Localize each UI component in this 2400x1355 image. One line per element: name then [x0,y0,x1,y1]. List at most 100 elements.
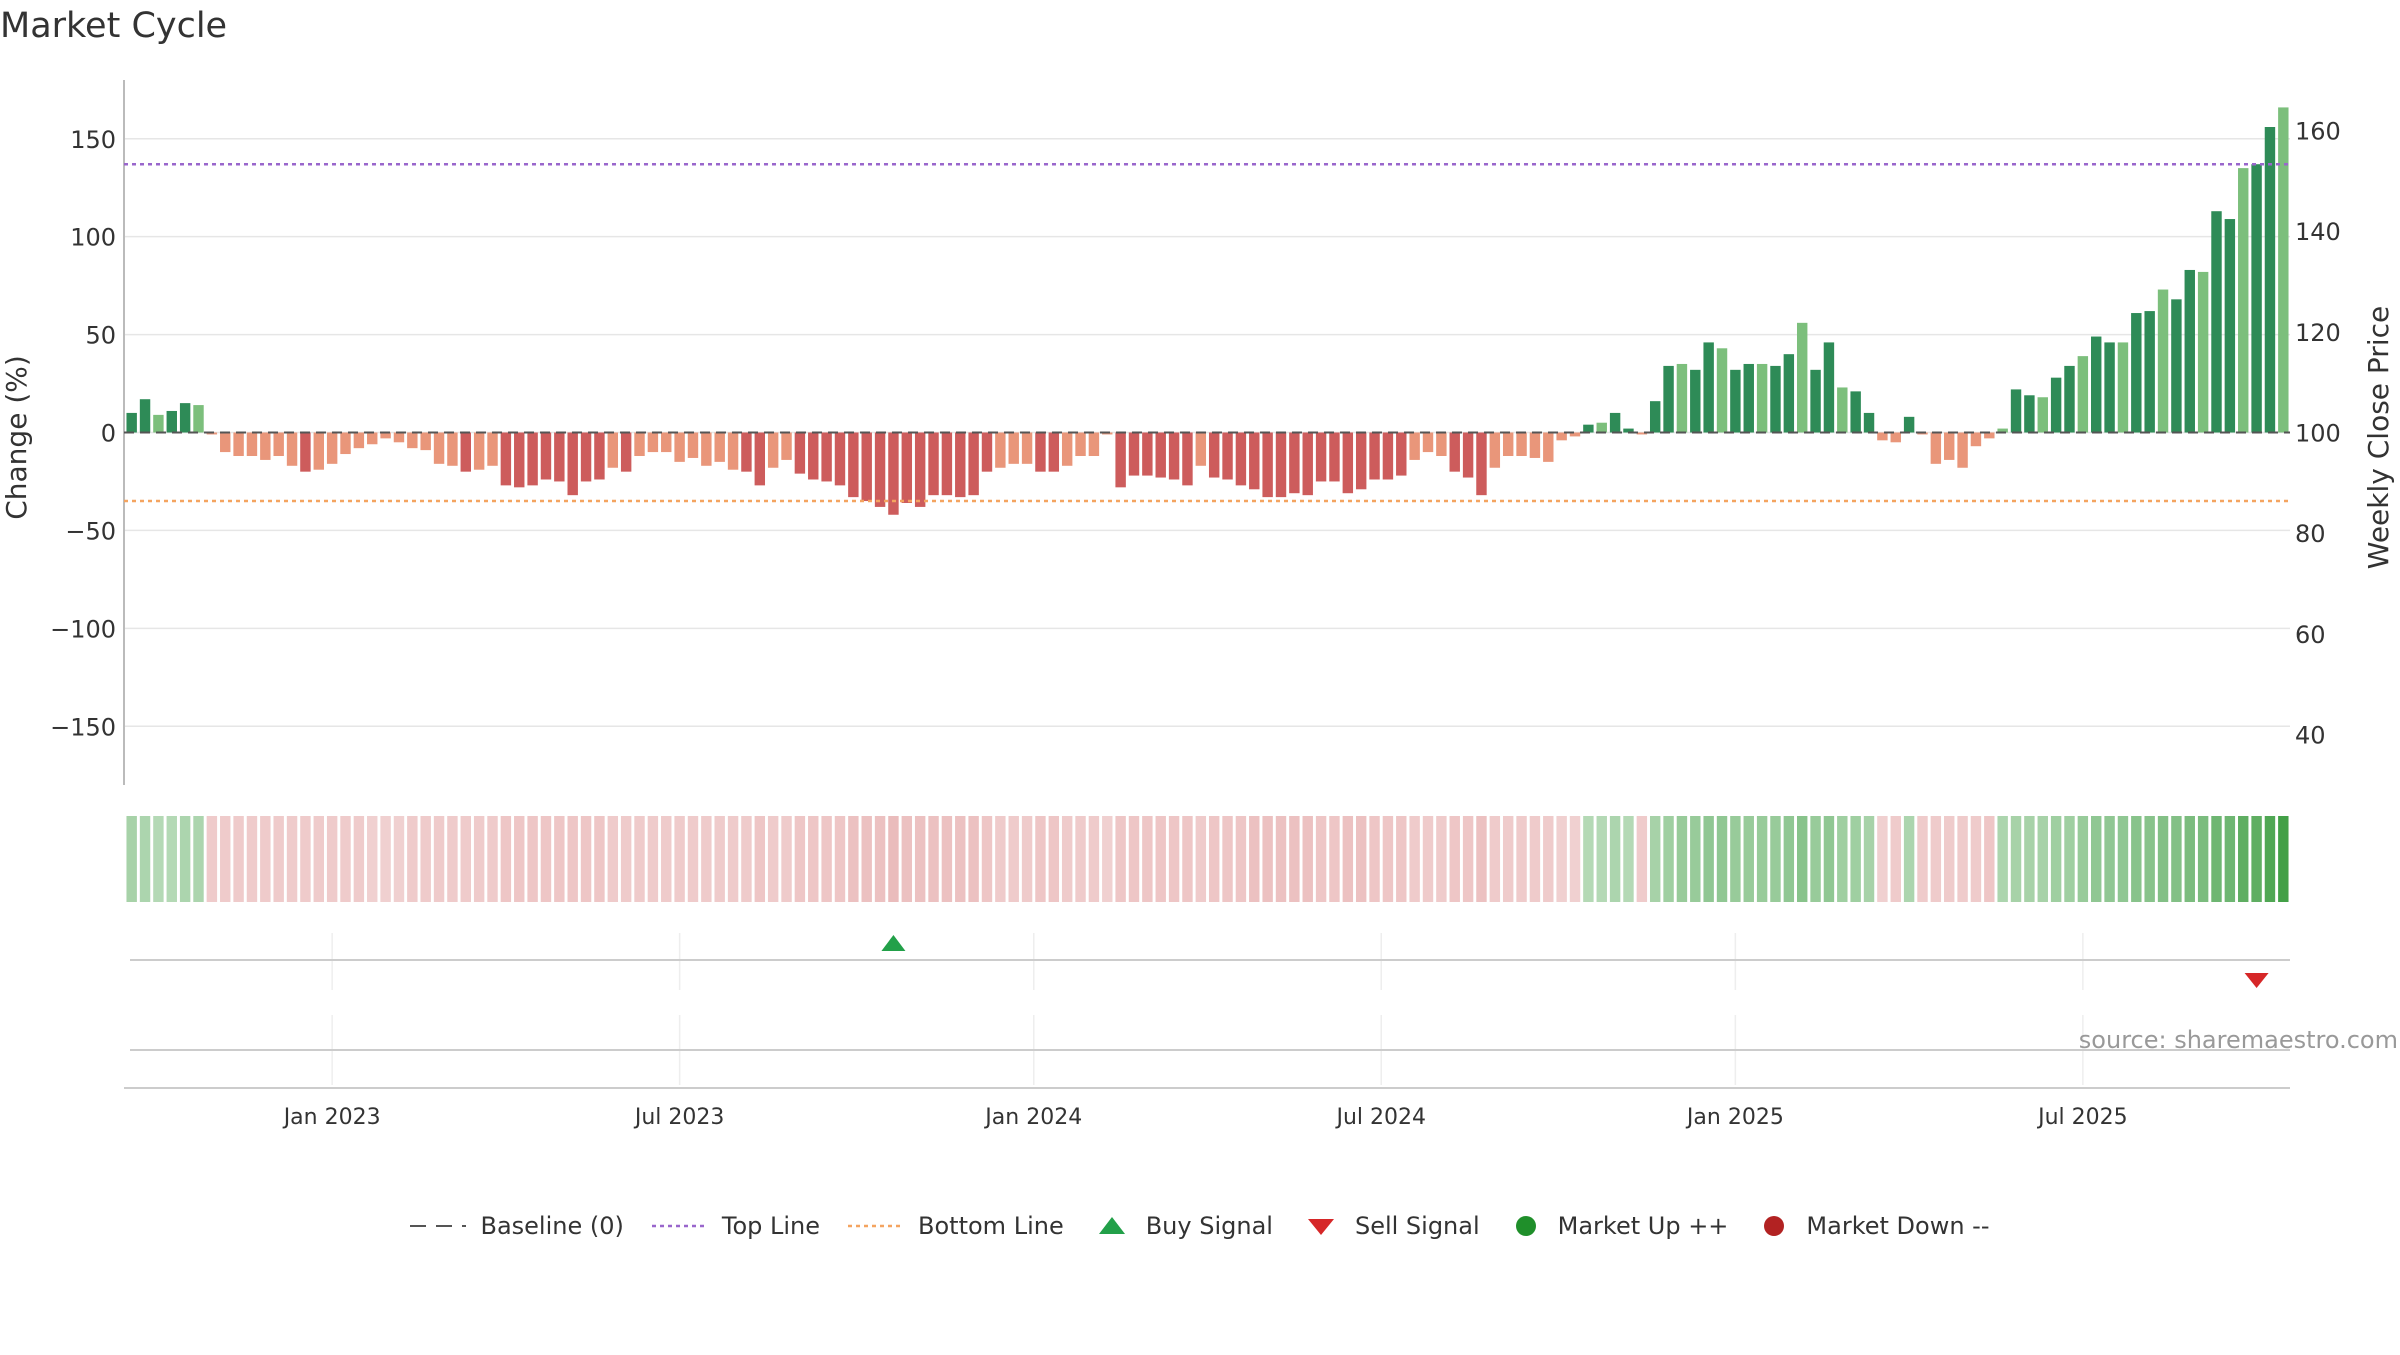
regime-cell [1890,816,1901,902]
buy-signal-marker [881,935,906,951]
change-bar [2224,219,2236,433]
change-bar [260,432,271,460]
regime-cell [233,816,244,902]
change-bar [1877,432,1888,441]
change-bar [928,432,939,496]
y-tick-label-left: 0 [101,420,116,448]
regime-cell [206,816,218,902]
change-bar [1489,432,1501,468]
change-bar [781,432,792,460]
regime-cell [326,816,338,902]
change-bar [1235,432,1247,486]
regime-cell [179,816,191,902]
change-bar [1636,432,1648,435]
change-bar [674,432,685,462]
regime-cell [273,816,284,902]
change-bar [1823,342,1835,433]
regime-cell [2224,816,2236,902]
regime-cell [1516,816,1527,902]
regime-cell [1329,816,1340,902]
regime-cell [1917,816,1928,902]
regime-cell [1810,816,1821,902]
regime-cell [460,816,471,902]
change-bar [1355,432,1367,490]
change-bar [821,432,832,482]
regime-cell [861,816,872,902]
change-bar [2264,127,2276,433]
change-bar [1249,432,1260,490]
y-tick-label-left: 50 [85,322,116,350]
change-bar [380,432,391,439]
legend-label: Baseline (0) [480,1212,624,1240]
change-bar [981,432,993,472]
change-bar [580,432,592,482]
change-bar [1409,432,1420,460]
change-bar [1716,348,1728,433]
change-bar [407,432,418,449]
change-bar [1930,432,1942,464]
change-bar [1329,432,1340,482]
change-bar [393,432,405,443]
change-bar [2197,271,2209,433]
dash-line-icon [410,1225,467,1227]
dotted-orange-line-icon [848,1224,905,1228]
regime-cell [607,816,619,902]
regime-cell [1556,816,1567,902]
change-bar [1021,432,1033,464]
change-bar [1008,432,1019,464]
legend-sell-signal: Sell Signal [1301,1212,1480,1240]
regime-cell [1850,816,1861,902]
change-bar [1783,354,1795,433]
legend-buy-signal: Buy Signal [1092,1212,1273,1240]
change-bar [220,432,231,453]
regime-cell [794,816,806,902]
regime-cell [2131,816,2142,902]
regime-cell [687,816,699,902]
regime-cell [487,816,498,902]
change-bar [2211,211,2222,433]
change-bar [1035,432,1046,472]
regime-cell [580,816,592,902]
regime-cell [1543,816,1554,902]
change-bar [1623,428,1634,433]
y-tick-label-right: 160 [2295,117,2341,145]
axes: 150 100 50 0 −50 −100 −150 160 140 120 100 80 60 40 Ch… [0,80,2395,1130]
change-bar [874,432,886,507]
change-bar [687,432,699,458]
regime-cell [1142,816,1153,902]
regime-cell [2010,816,2022,902]
regime-cell [1195,816,1207,902]
regime-cell [514,816,525,902]
regime-cell [220,816,231,902]
change-bar [1676,363,1688,433]
change-bar [1984,432,1995,439]
change-bar [1850,391,1861,433]
change-bar [848,432,859,498]
change-bar [607,432,619,468]
regime-cell [808,816,819,902]
change-bar [741,432,752,472]
change-bar [2064,365,2075,433]
regime-cell [1061,816,1073,902]
change-bar [1609,412,1621,433]
regime-cell [674,816,685,902]
x-tick-label: Jul 2024 [1334,1105,1426,1130]
regime-cell [1770,816,1781,902]
regime-cell [126,816,137,902]
regime-cell [1155,816,1166,902]
change-bar [1048,432,1060,472]
regime-cell [2197,816,2209,902]
regime-cell [300,816,311,902]
change-bar [1957,432,1968,468]
regime-cell [2104,816,2115,902]
triangle-up-icon [1098,1217,1125,1234]
change-bar [1061,432,1073,466]
change-bar [1182,432,1193,486]
change-bar [487,432,498,466]
change-bar [2050,377,2062,433]
regime-cell [1863,816,1875,902]
regime-cell [1756,816,1768,902]
regime-cell [2157,816,2169,902]
change-bar [2184,269,2195,433]
